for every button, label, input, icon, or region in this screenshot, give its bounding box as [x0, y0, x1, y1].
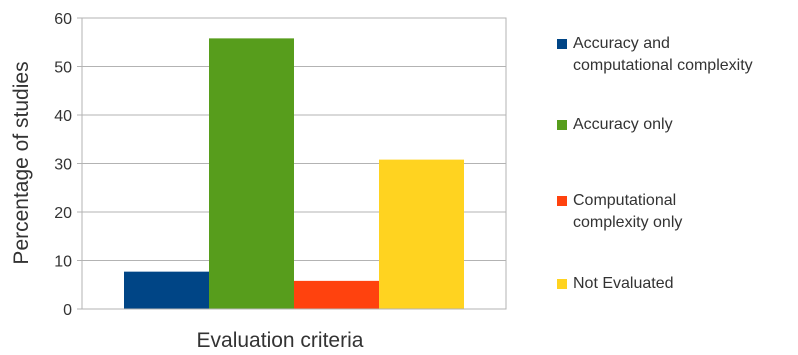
y-tick-label: 10 — [54, 254, 72, 271]
y-tick-label: 30 — [54, 157, 72, 174]
bars — [124, 38, 464, 310]
bar — [379, 159, 464, 309]
bar — [124, 271, 209, 309]
plot-area-border — [81, 17, 507, 310]
x-axis-title: Evaluation criteria — [197, 329, 364, 352]
bar — [294, 280, 379, 309]
y-tick-label: 60 — [54, 11, 72, 28]
y-tick-label: 40 — [54, 108, 72, 125]
bar — [209, 38, 294, 310]
y-axis-title: Percentage of studies — [10, 61, 33, 264]
y-tick-label: 0 — [63, 302, 72, 319]
y-tick-label: 20 — [54, 205, 72, 222]
y-tick-label: 50 — [54, 60, 72, 77]
y-axis-tick-labels: 0 10 20 30 40 50 60 — [54, 11, 82, 319]
